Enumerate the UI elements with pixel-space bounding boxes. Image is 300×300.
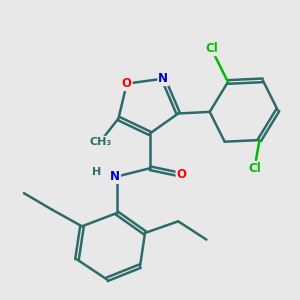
Text: O: O: [122, 77, 132, 90]
Text: CH₃: CH₃: [89, 137, 111, 147]
Text: O: O: [176, 168, 187, 182]
Text: H: H: [92, 167, 101, 177]
Text: N: N: [110, 170, 120, 183]
Text: Cl: Cl: [248, 162, 261, 175]
Text: N: N: [158, 72, 168, 85]
Text: Cl: Cl: [205, 42, 218, 55]
